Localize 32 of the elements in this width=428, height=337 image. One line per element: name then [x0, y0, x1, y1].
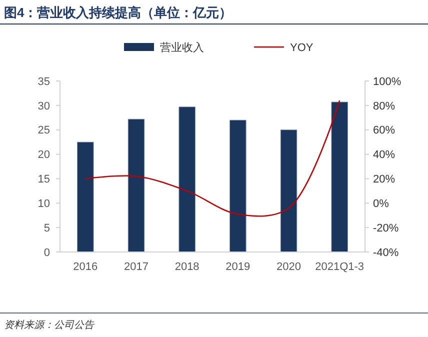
y2-tick-label: -20%	[373, 222, 399, 234]
bar	[230, 120, 246, 252]
y2-tick-label: 40%	[373, 149, 396, 162]
x-tick-label: 2016	[73, 261, 98, 273]
x-tick-label: 2021Q1-3	[315, 261, 364, 273]
y2-tick-label: -40%	[373, 246, 399, 259]
y2-tick-label: 100%	[373, 76, 402, 88]
bar	[280, 130, 298, 252]
bar	[77, 142, 94, 252]
y-tick-label: 5	[44, 222, 50, 234]
y-tick-label: 35	[38, 76, 50, 88]
y-tick-label: 20	[38, 149, 50, 162]
y-tick-label: 25	[38, 124, 50, 137]
y-tick-label: 15	[38, 174, 50, 186]
bar	[178, 106, 196, 252]
legend-label: YOY	[290, 42, 314, 54]
x-tick-label: 2018	[174, 261, 200, 273]
y-tick-label: 10	[38, 198, 50, 210]
text: 资料来源：公司公告	[4, 319, 95, 331]
legend-label: 营业收入	[160, 40, 204, 54]
x-tick-label: 2017	[124, 261, 148, 273]
bar	[128, 118, 145, 252]
y2-tick-label: 60%	[373, 124, 396, 137]
x-tick-label: 2020	[276, 261, 301, 273]
chart-title: 图4：营业收入持续提高（单位：亿元）	[4, 5, 232, 20]
y-tick-label: 30	[38, 100, 50, 112]
y-tick-label: 0	[44, 246, 50, 259]
bar	[331, 102, 348, 252]
y2-tick-label: 20%	[373, 174, 396, 186]
y2-tick-label: 80%	[373, 100, 396, 112]
x-tick-label: 2019	[226, 261, 250, 273]
y2-tick-label: 0%	[373, 198, 390, 210]
